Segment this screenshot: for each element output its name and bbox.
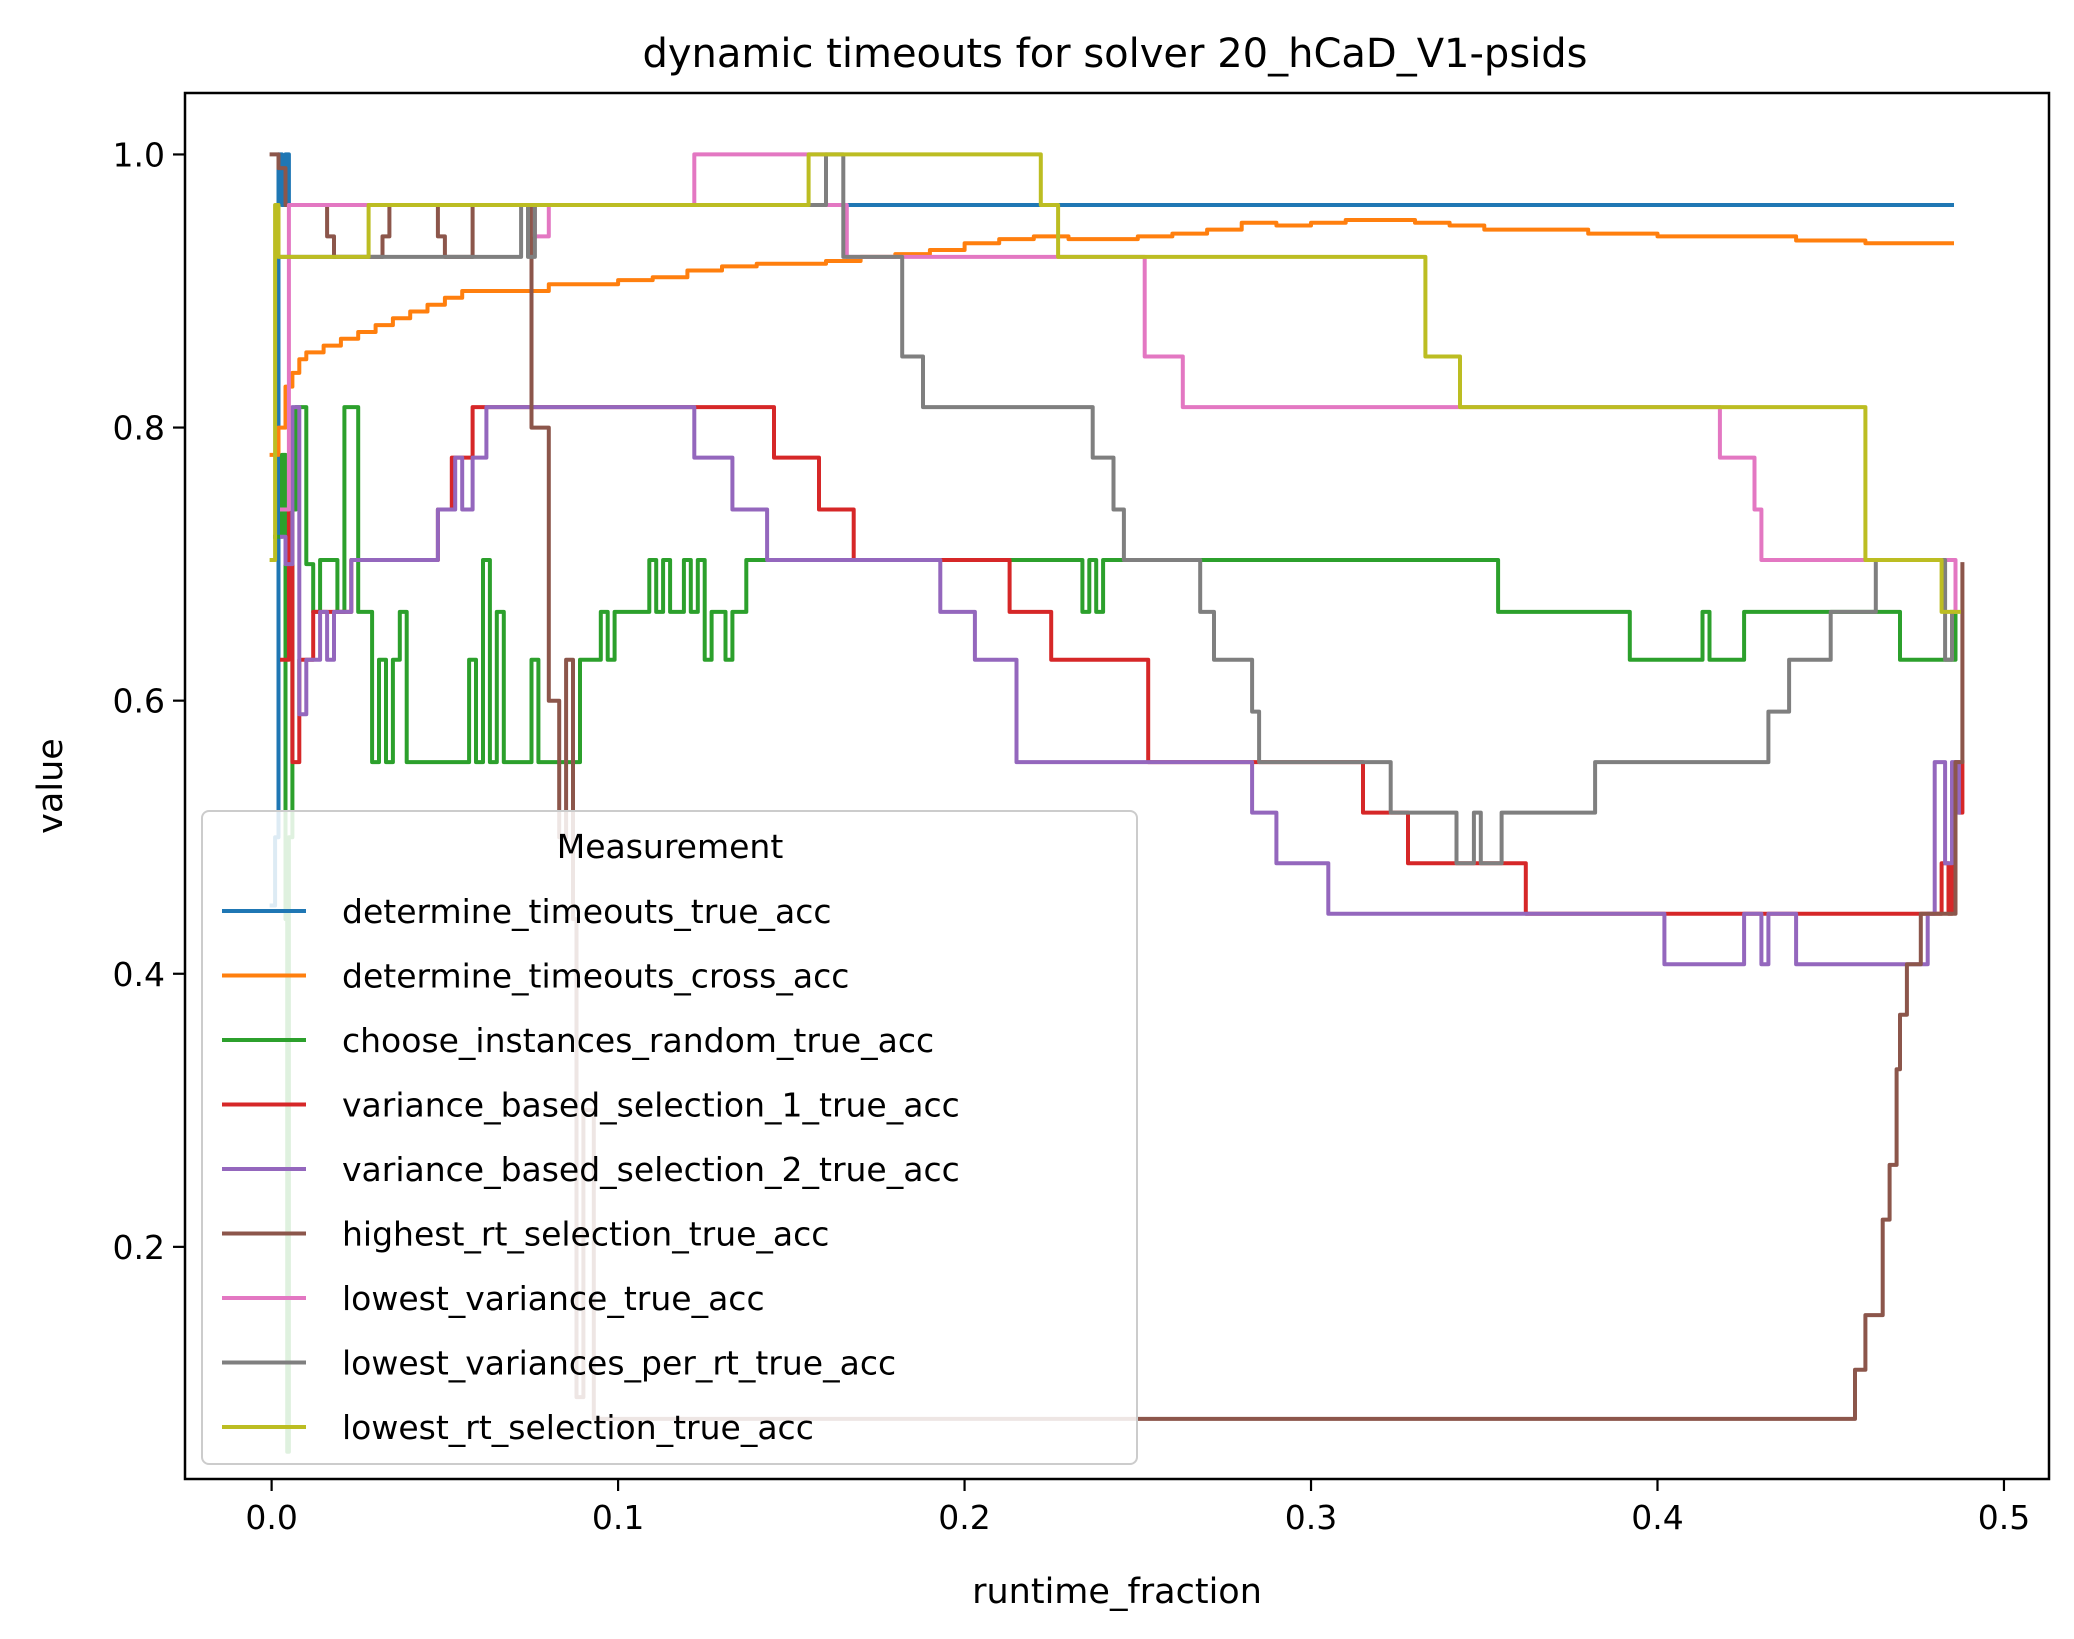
legend-entry-label: variance_based_selection_2_true_acc xyxy=(342,1150,960,1189)
y-tick-label: 0.4 xyxy=(113,955,165,994)
x-tick-label: 0.5 xyxy=(1978,1498,2030,1537)
plot-frame xyxy=(183,91,2051,1481)
legend-entry-label: determine_timeouts_true_acc xyxy=(342,892,832,931)
x-tick-label: 0.1 xyxy=(592,1498,644,1537)
y-tick-label: 0.6 xyxy=(113,682,165,721)
legend-entry-label: variance_based_selection_1_true_acc xyxy=(342,1086,960,1125)
legend-entry-label: lowest_rt_selection_true_acc xyxy=(342,1408,814,1447)
series-line-9 xyxy=(269,152,1961,614)
series-line-2 xyxy=(269,218,1954,457)
series-line-8 xyxy=(280,152,1954,866)
series-line-5 xyxy=(280,405,1961,967)
y-tick-label: 1.0 xyxy=(113,135,165,174)
x-tick-label: 0.2 xyxy=(938,1498,990,1537)
legend: Measurement determine_timeouts_true_accd… xyxy=(201,810,1138,1465)
x-tick-label: 0.3 xyxy=(1285,1498,1337,1537)
legend-entry-label: lowest_variances_per_rt_true_acc xyxy=(342,1344,896,1383)
chart-title: dynamic timeouts for solver 20_hCaD_V1-p… xyxy=(642,31,1587,77)
legend-entry-label: lowest_variance_true_acc xyxy=(342,1279,765,1318)
y-tick-label: 0.8 xyxy=(113,409,165,448)
series-line-3 xyxy=(273,405,1958,1454)
x-tick-label: 0.0 xyxy=(245,1498,297,1537)
legend-entry-label: highest_rt_selection_true_acc xyxy=(342,1215,829,1254)
legend-title: Measurement xyxy=(557,827,784,866)
legend-entry-label: choose_instances_random_true_acc xyxy=(342,1021,934,1060)
y-axis-label: value xyxy=(31,738,71,834)
x-axis: 0.0 0.1 0.2 0.3 0.4 0.5 xyxy=(245,1479,2030,1537)
y-axis: 0.2 0.4 0.6 0.8 1.0 xyxy=(113,135,185,1267)
legend-box xyxy=(201,810,1138,1465)
legend-entries: determine_timeouts_true_acc determine_tim… xyxy=(222,892,960,1447)
x-tick-label: 0.4 xyxy=(1631,1498,1683,1537)
plot-series xyxy=(269,152,1965,1454)
y-tick-label: 0.2 xyxy=(113,1228,165,1267)
x-axis-label: runtime_fraction xyxy=(972,1572,1262,1612)
legend-entry-label: determine_timeouts_cross_acc xyxy=(342,957,849,996)
